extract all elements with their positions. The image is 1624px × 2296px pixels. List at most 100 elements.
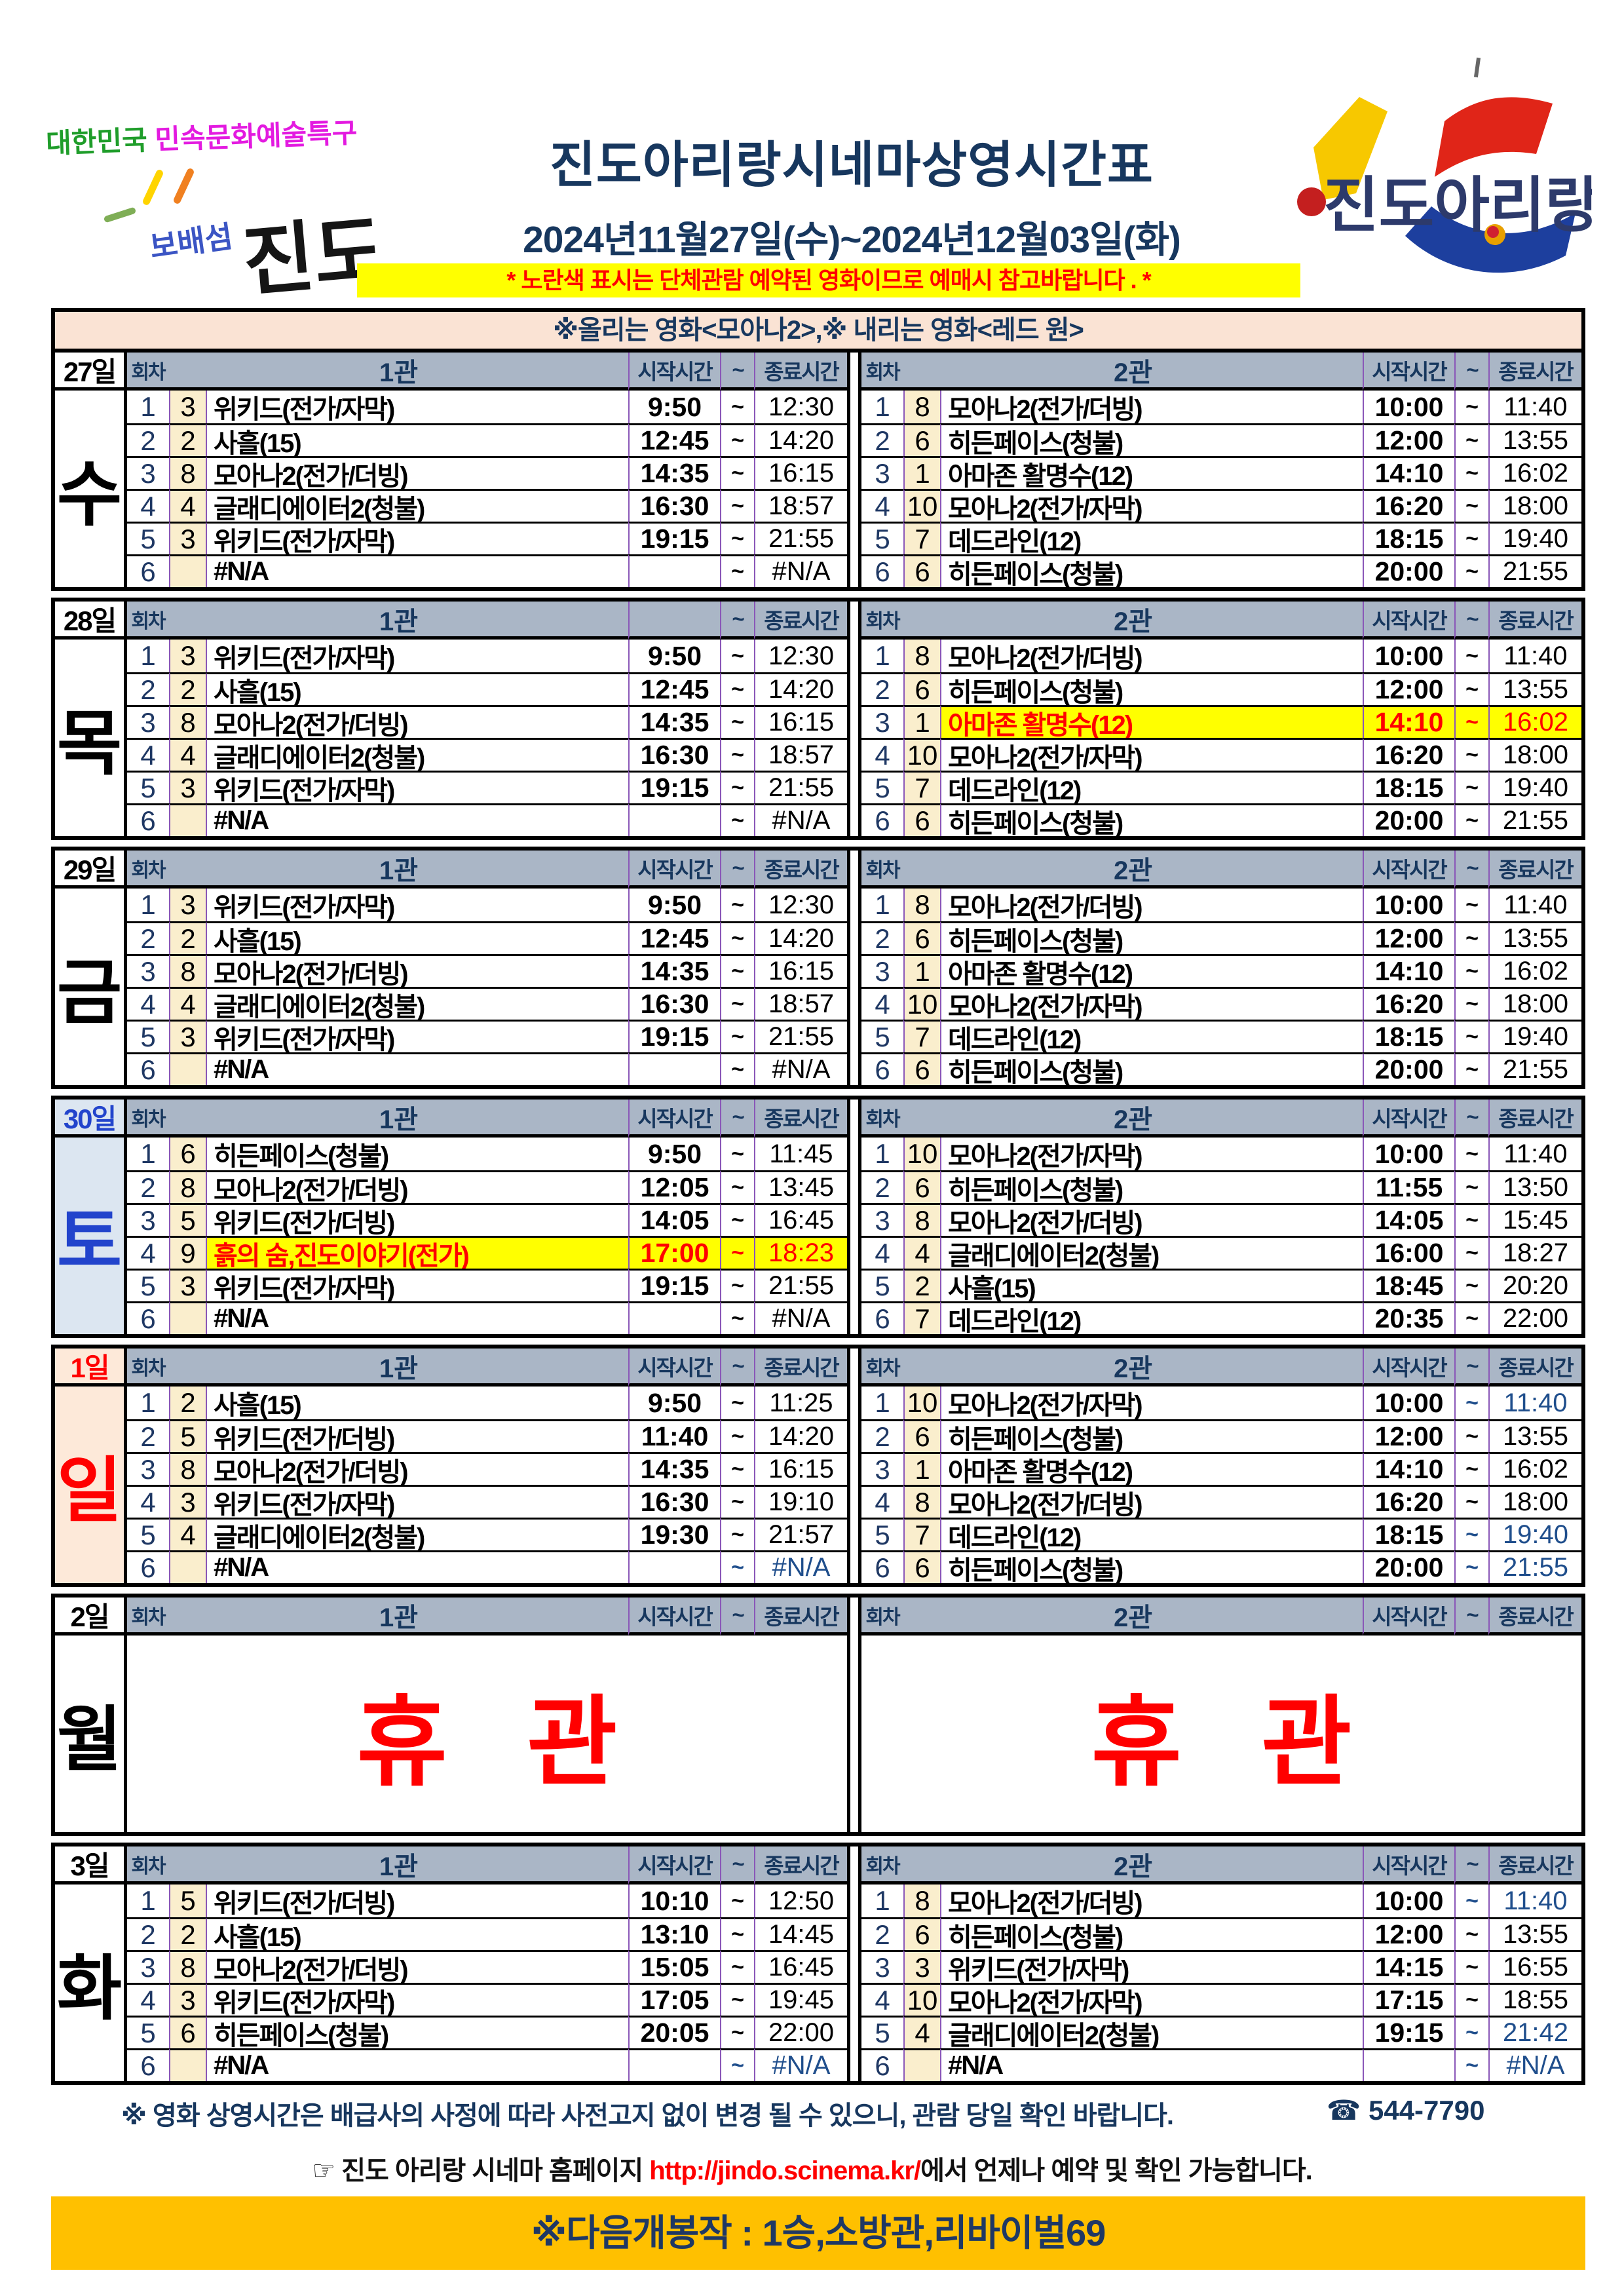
end-col-header: 종료시간 (754, 1349, 847, 1387)
tilde: ~ (1454, 1203, 1488, 1236)
start-time: 14:05 (628, 1203, 720, 1236)
screening-count: 3 (169, 522, 206, 554)
tilde: ~ (720, 1052, 754, 1085)
start-time: 12:45 (628, 672, 720, 705)
session-number: 5 (861, 522, 903, 554)
start-col-header: 시작시간 (1363, 353, 1454, 391)
tilde-col-header: ~ (1454, 602, 1488, 640)
end-time: 16:02 (1488, 456, 1581, 489)
tilde: ~ (1454, 1138, 1488, 1170)
screening-count: 8 (169, 1950, 206, 1983)
start-time: 14:15 (1363, 1950, 1454, 1983)
tilde: ~ (720, 1301, 754, 1334)
session-col-header: 회차 (127, 1100, 169, 1138)
end-time: 18:00 (1488, 738, 1581, 771)
start-time: 16:20 (1363, 987, 1454, 1020)
tilde: ~ (1454, 1518, 1488, 1550)
end-time: 12:30 (754, 391, 847, 423)
end-time: 11:40 (1488, 1885, 1581, 1917)
movie-title: #N/A (206, 1550, 628, 1583)
screening-count: 6 (169, 1138, 206, 1170)
session-number: 5 (127, 771, 169, 803)
movie-title: #N/A (206, 803, 628, 836)
movie-title: 위키드(전가/더빙) (206, 1419, 628, 1452)
screening-count: 10 (903, 1138, 940, 1170)
movie-title: 위키드(전가/자막) (206, 1269, 628, 1301)
session-number: 6 (861, 1301, 903, 1334)
tilde: ~ (720, 987, 754, 1020)
tilde: ~ (1454, 2016, 1488, 2048)
start-time: 12:00 (1363, 921, 1454, 954)
movie-title: 히든페이스(청불) (206, 1138, 628, 1170)
movie-title: 히든페이스(청불) (940, 1170, 1363, 1203)
session-number: 4 (861, 1485, 903, 1518)
start-time: 10:00 (1363, 1885, 1454, 1917)
tilde: ~ (1454, 554, 1488, 587)
screening-count: 7 (903, 771, 940, 803)
tilde-col-header: ~ (720, 1349, 754, 1387)
screening-count: 6 (903, 803, 940, 836)
day-section-27일: 27일 수 회차 1관 시작시간 ~ 종료시간 회차 2관 시작시간 ~ 종료시간 1 3 위키드(전가/자… (51, 349, 1585, 591)
movie-title: 모아나2(전가/더빙) (940, 1485, 1363, 1518)
session-col-header: 회차 (127, 353, 169, 391)
start-time: 11:40 (628, 1419, 720, 1452)
screening-count (903, 2048, 940, 2081)
tilde: ~ (720, 705, 754, 738)
group-booking-notice: * 노란색 표시는 단체관람 예약된 영화이므로 예매시 참고바랍니다 . * (357, 263, 1300, 297)
date-label: 28일 (55, 602, 127, 640)
end-time: 13:55 (1488, 1419, 1581, 1452)
movie-title: 히든페이스(청불) (206, 2016, 628, 2048)
movie-title: 히든페이스(청불) (940, 1052, 1363, 1085)
tilde-col-header: ~ (1454, 353, 1488, 391)
session-number: 4 (127, 489, 169, 522)
session-number: 3 (127, 954, 169, 987)
movie-title: 데드라인(12) (940, 1020, 1363, 1052)
screening-count: 10 (903, 1387, 940, 1419)
movie-title: 위키드(전가/자막) (206, 640, 628, 672)
screening-count: 10 (903, 1983, 940, 2016)
session-number: 1 (140, 1138, 156, 1169)
tilde: ~ (1454, 1301, 1488, 1334)
end-time: 21:55 (1488, 554, 1581, 587)
session-number: 5 (127, 1020, 169, 1052)
tilde: ~ (1454, 1020, 1488, 1052)
start-time: 18:15 (1363, 1518, 1454, 1550)
session-number: 2 (861, 1917, 903, 1950)
day-section-3일: 3일 화 회차 1관 시작시간 ~ 종료시간 회차 2관 시작시간 ~ 종료시간 1 5 위키드(전가/더빙… (51, 1843, 1585, 2085)
tilde-col-header: ~ (720, 602, 754, 640)
movie-title: 위키드(전가/자막) (206, 771, 628, 803)
movie-title: 위키드(전가/더빙) (206, 1885, 628, 1917)
session-number: 4 (861, 489, 903, 522)
movie-title: 글래디에이터2(청불) (940, 1236, 1363, 1269)
homepage-prefix: ☞ 진도 아리랑 시네마 홈페이지 (312, 2156, 650, 2185)
tilde: ~ (1454, 1052, 1488, 1085)
screening-count: 6 (903, 554, 940, 587)
session-number: 4 (861, 738, 903, 771)
start-time (628, 1550, 720, 1583)
end-time: 15:45 (1488, 1203, 1581, 1236)
logo-spark-yellow-icon (142, 168, 164, 206)
session-number: 2 (861, 1170, 903, 1203)
homepage-line: ☞ 진도 아리랑 시네마 홈페이지 http://jindo.scinema.k… (0, 2149, 1624, 2187)
movie-title: 사흘(15) (206, 921, 628, 954)
session-number: 6 (127, 1301, 169, 1334)
tilde: ~ (1454, 1983, 1488, 2016)
session-number: 4 (127, 738, 169, 771)
start-time: 20:00 (1363, 1052, 1454, 1085)
movie-title: 글래디에이터2(청불) (206, 987, 628, 1020)
session-number: 6 (127, 1052, 169, 1085)
screening-count: 5 (169, 1885, 206, 1917)
screening-count: 6 (903, 672, 940, 705)
arirang-ribbons-icon: 진도아리랑 (1297, 97, 1600, 273)
tilde: ~ (1454, 423, 1488, 456)
end-time: 14:20 (754, 423, 847, 456)
day-section-1일: 1일 일 회차 1관 시작시간 ~ 종료시간 회차 2관 시작시간 ~ 종료시간 1 2 사흘(15) 9:5… (51, 1345, 1585, 1587)
tilde: ~ (1454, 987, 1488, 1020)
start-time: 19:15 (628, 771, 720, 803)
start-time: 10:10 (628, 1885, 720, 1917)
screening-count: 8 (903, 391, 940, 423)
start-col-header: 시작시간 (628, 851, 720, 889)
logo-slogan-district: 민속문화예술특구 (154, 117, 358, 155)
day-section-30일: 30일 토 회차 1관 시작시간 ~ 종료시간 회차 2관 시작시간 ~ 종료시간 1 6 히든페이스(청불… (51, 1096, 1585, 1338)
end-time: 21:57 (754, 1518, 847, 1550)
